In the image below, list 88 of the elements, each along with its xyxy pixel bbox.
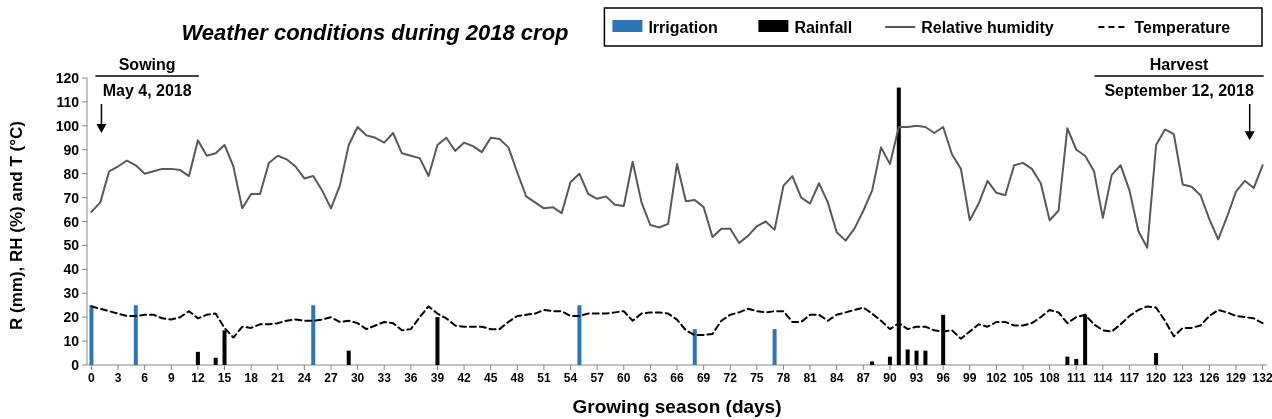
- x-tick-label: 48: [510, 371, 525, 385]
- y-tick-label: 40: [63, 261, 80, 278]
- bar: [870, 361, 875, 365]
- y-tick-label: 0: [71, 357, 80, 373]
- legend-label: Rainfall: [794, 19, 853, 36]
- x-tick-label: 108: [1039, 371, 1060, 385]
- y-tick-label: 100: [55, 117, 80, 134]
- x-tick-label: 69: [696, 371, 711, 385]
- line-series: [90, 124, 1264, 249]
- bar: [772, 329, 777, 365]
- y-tick-label: 60: [63, 213, 80, 230]
- x-tick-label: 18: [244, 371, 259, 385]
- bar: [1074, 359, 1079, 365]
- bar: [1065, 356, 1070, 365]
- x-tick-label: 33: [377, 371, 392, 385]
- x-tick-label: 54: [563, 371, 578, 385]
- x-tick-label: 24: [297, 371, 312, 385]
- bar: [89, 305, 94, 365]
- bar: [1154, 353, 1159, 365]
- x-tick-label: 63: [643, 371, 658, 385]
- bar: [435, 317, 440, 365]
- x-tick-label: 96: [936, 371, 951, 385]
- y-tick-label: 80: [63, 165, 80, 182]
- x-tick-label: 78: [776, 371, 791, 385]
- x-tick-label: 39: [430, 371, 445, 385]
- x-tick-label: 126: [1199, 371, 1220, 385]
- y-tick-label: 20: [63, 309, 80, 326]
- x-tick-label: 66: [670, 371, 684, 385]
- x-tick-label: 0: [88, 371, 96, 385]
- x-tick-label: 132: [1252, 371, 1272, 385]
- y-tick-label: 70: [63, 189, 80, 206]
- x-tick-label: 123: [1172, 371, 1194, 385]
- annotation: May 4, 2018: [102, 82, 192, 99]
- x-axis-title: Growing season (days): [572, 396, 782, 417]
- x-tick-label: 12: [191, 371, 205, 385]
- legend-label: Irrigation: [648, 19, 718, 36]
- x-tick-label: 57: [590, 371, 605, 385]
- x-tick-label: 15: [217, 371, 232, 385]
- x-tick-label: 60: [617, 371, 631, 385]
- text: Sowing: [118, 56, 176, 73]
- x-tick-label: 87: [856, 371, 871, 385]
- x-tick-label: 6: [141, 371, 149, 385]
- bar: [887, 356, 892, 365]
- x-tick-label: 9: [167, 371, 175, 385]
- x-tick-label: 114: [1093, 371, 1113, 385]
- bar: [905, 349, 910, 365]
- x-tick-label: 36: [404, 371, 418, 385]
- chart-title: Weather conditions during 2018 crop: [181, 20, 569, 45]
- y-tick-label: 120: [55, 70, 80, 86]
- x-tick-label: 75: [750, 371, 764, 385]
- annotation: September 12, 2018: [1104, 82, 1254, 99]
- y-tick-label: 50: [63, 237, 80, 254]
- x-tick-label: 117: [1119, 371, 1140, 385]
- bar: [133, 305, 138, 365]
- x-tick-label: 120: [1146, 371, 1167, 385]
- x-tick-label: 51: [537, 371, 551, 385]
- bar: [577, 305, 582, 365]
- x-tick-label: 90: [883, 371, 897, 385]
- x-tick-label: 21: [271, 371, 285, 385]
- bar: [195, 351, 200, 365]
- bar: [914, 350, 919, 365]
- bar: [311, 305, 316, 365]
- x-tick-label: 3: [114, 371, 122, 385]
- y-tick-label: 110: [56, 93, 80, 110]
- y-tick-label: 90: [63, 141, 80, 158]
- x-tick-label: 42: [457, 371, 472, 385]
- bar: [692, 329, 697, 365]
- x-tick-label: 84: [830, 371, 844, 385]
- x-tick-label: 45: [484, 371, 498, 385]
- y-axis-title: R (mm), RH (%) and T (°C): [7, 121, 26, 330]
- x-tick-label: 99: [963, 371, 977, 385]
- legend-label: Relative humidity: [921, 19, 1054, 36]
- bar: [923, 350, 928, 365]
- legend-label: Temperature: [1134, 19, 1231, 36]
- y-tick-label: 10: [63, 333, 80, 350]
- x-tick-label: 72: [723, 371, 738, 385]
- bar: [213, 357, 218, 365]
- x-tick-label: 129: [1225, 371, 1247, 385]
- y-tick-label: 30: [63, 285, 80, 302]
- bar: [346, 350, 351, 365]
- text: Harvest: [1149, 56, 1210, 73]
- x-tick-label: 27: [324, 371, 338, 385]
- x-tick-label: 102: [986, 371, 1007, 385]
- x-tick-label: 111: [1066, 371, 1086, 385]
- x-tick-label: 93: [909, 371, 924, 385]
- x-tick-label: 30: [350, 371, 365, 385]
- x-tick-label: 81: [803, 371, 818, 385]
- x-tick-label: 105: [1013, 371, 1034, 385]
